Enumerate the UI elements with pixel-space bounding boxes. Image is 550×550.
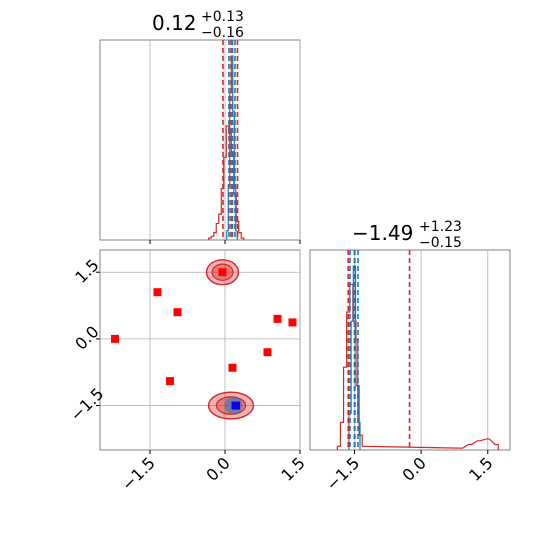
title-param2-value: −1.49 <box>352 221 413 245</box>
tick-label-right-x-0: −1.5 <box>322 453 363 494</box>
scatter-point-red-7 <box>273 314 282 323</box>
hist-param2-red-series <box>336 283 499 450</box>
title-param1-value: 0.12 <box>152 11 197 35</box>
title-param2-minus: −0.15 <box>419 235 462 251</box>
axis-ticks: −1.5 −1.5 −1.5 0.0 0.0 0.0 1.5 1.5 1.5 <box>66 240 497 494</box>
title-param1-plus: +0.13 <box>201 9 244 25</box>
tick-label-scatter-y-0: −1.5 <box>66 384 107 425</box>
scatter-point-red-3 <box>166 377 174 386</box>
tick-label-scatter-y-2: 1.5 <box>71 255 102 286</box>
title-param1: 0.12 +0.13 −0.16 <box>152 9 244 41</box>
hist-panel-param2 <box>336 250 499 450</box>
scatter-point-red-2 <box>173 308 182 317</box>
tick-label-scatter-x-2: 1.5 <box>277 453 308 484</box>
tick-label-right-x-1: 0.0 <box>399 453 430 484</box>
scatter-point-red-6 <box>263 348 272 357</box>
scatter-point-blue <box>232 401 240 410</box>
scatter-point-red-4 <box>218 268 227 277</box>
hist-panel-param1-frame <box>99 39 301 241</box>
scatter-point-red-0 <box>111 334 119 343</box>
title-param1-minus: −0.16 <box>201 25 244 41</box>
hist-param1-red-series <box>208 125 245 240</box>
tick-label-scatter-x-0: −1.5 <box>118 453 159 494</box>
title-param2: −1.49 +1.23 −0.15 <box>352 219 462 251</box>
scatter-point-red-5 <box>228 363 237 372</box>
tick-label-scatter-x-1: 0.0 <box>202 453 233 484</box>
scatter-point-red-8 <box>288 318 297 327</box>
scatter-point-red-1 <box>153 288 162 297</box>
hist-panel-param1 <box>149 40 301 240</box>
tick-label-right-x-2: 1.5 <box>465 453 496 484</box>
title-param2-plus: +1.23 <box>419 219 462 235</box>
tick-label-scatter-y-1: 0.0 <box>71 322 102 353</box>
scatter-panel <box>100 250 301 450</box>
